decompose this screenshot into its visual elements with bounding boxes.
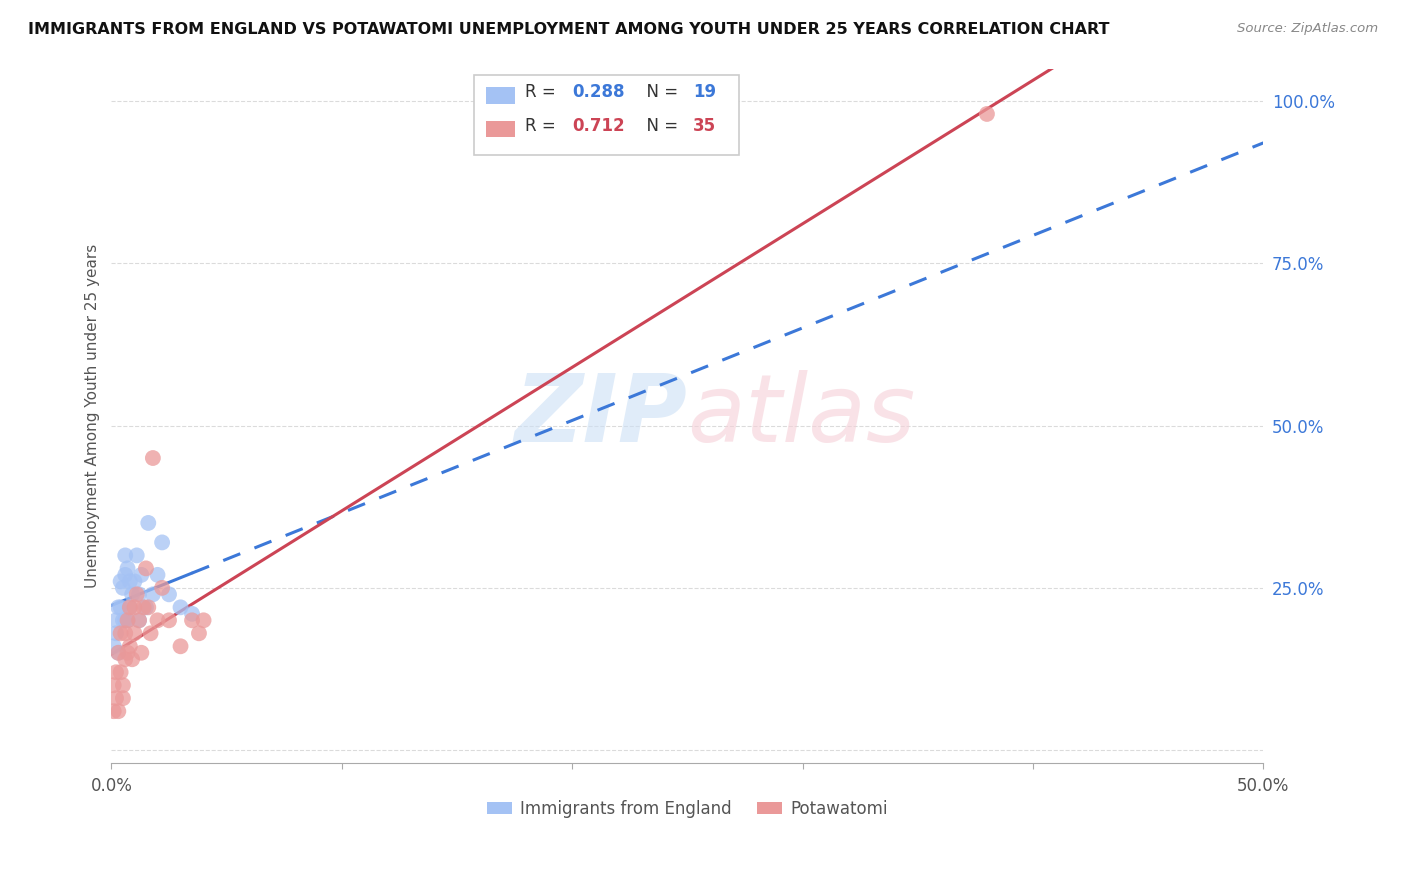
Point <box>976 107 998 121</box>
Point <box>111 613 134 627</box>
Point <box>117 613 139 627</box>
Point <box>105 691 128 706</box>
Point <box>117 561 139 575</box>
FancyBboxPatch shape <box>486 120 515 137</box>
Point <box>157 613 180 627</box>
Point <box>103 704 125 718</box>
Text: 35: 35 <box>693 117 716 135</box>
Point <box>121 587 143 601</box>
Point <box>114 549 136 563</box>
Point <box>117 646 139 660</box>
Point <box>103 640 125 654</box>
Point <box>114 652 136 666</box>
Point <box>139 626 162 640</box>
FancyBboxPatch shape <box>486 87 515 104</box>
Point <box>118 600 141 615</box>
Text: R =: R = <box>524 117 561 135</box>
Point <box>110 626 132 640</box>
Point <box>107 600 129 615</box>
Point <box>188 626 211 640</box>
Point <box>105 626 128 640</box>
Point <box>118 600 141 615</box>
Point <box>105 613 128 627</box>
Point <box>128 613 150 627</box>
Point <box>124 600 146 615</box>
Point <box>111 581 134 595</box>
Legend: Immigrants from England, Potawatomi: Immigrants from England, Potawatomi <box>481 793 894 824</box>
Point <box>181 607 204 621</box>
Point <box>107 646 129 660</box>
Point <box>107 704 129 718</box>
FancyBboxPatch shape <box>474 76 740 155</box>
Text: N =: N = <box>636 83 683 101</box>
Point <box>146 567 169 582</box>
Point <box>117 613 139 627</box>
Point <box>103 678 125 692</box>
Point <box>105 665 128 680</box>
Point <box>110 665 132 680</box>
Point <box>128 587 150 601</box>
Point <box>142 587 165 601</box>
Point <box>135 561 157 575</box>
Point <box>142 450 165 465</box>
Text: 0.712: 0.712 <box>572 117 624 135</box>
Point <box>169 640 191 654</box>
Point <box>107 646 129 660</box>
Point <box>114 613 136 627</box>
Point <box>128 613 150 627</box>
Point <box>131 567 153 582</box>
Text: atlas: atlas <box>688 370 915 461</box>
Point <box>121 652 143 666</box>
Point <box>193 613 215 627</box>
Text: IMMIGRANTS FROM ENGLAND VS POTAWATOMI UNEMPLOYMENT AMONG YOUTH UNDER 25 YEARS CO: IMMIGRANTS FROM ENGLAND VS POTAWATOMI UN… <box>28 22 1109 37</box>
Point <box>114 626 136 640</box>
Point <box>124 626 146 640</box>
Point <box>157 587 180 601</box>
Point <box>136 600 159 615</box>
Text: N =: N = <box>636 117 683 135</box>
Text: Source: ZipAtlas.com: Source: ZipAtlas.com <box>1237 22 1378 36</box>
Point <box>150 535 173 549</box>
Point <box>150 581 173 595</box>
Point <box>136 516 159 530</box>
Point <box>181 613 204 627</box>
Point <box>146 613 169 627</box>
Point <box>125 549 148 563</box>
Point <box>125 587 148 601</box>
Y-axis label: Unemployment Among Youth under 25 years: Unemployment Among Youth under 25 years <box>86 244 100 588</box>
Point <box>111 678 134 692</box>
Point <box>118 574 141 589</box>
Point <box>132 600 155 615</box>
Point <box>110 574 132 589</box>
Point <box>135 600 157 615</box>
Text: 0.288: 0.288 <box>572 83 624 101</box>
Point <box>114 567 136 582</box>
Text: ZIP: ZIP <box>515 370 688 462</box>
Point <box>110 600 132 615</box>
Point <box>124 574 146 589</box>
Point <box>111 691 134 706</box>
Point <box>118 640 141 654</box>
Text: R =: R = <box>524 83 561 101</box>
Point <box>131 646 153 660</box>
Point <box>169 600 191 615</box>
Text: 19: 19 <box>693 83 716 101</box>
